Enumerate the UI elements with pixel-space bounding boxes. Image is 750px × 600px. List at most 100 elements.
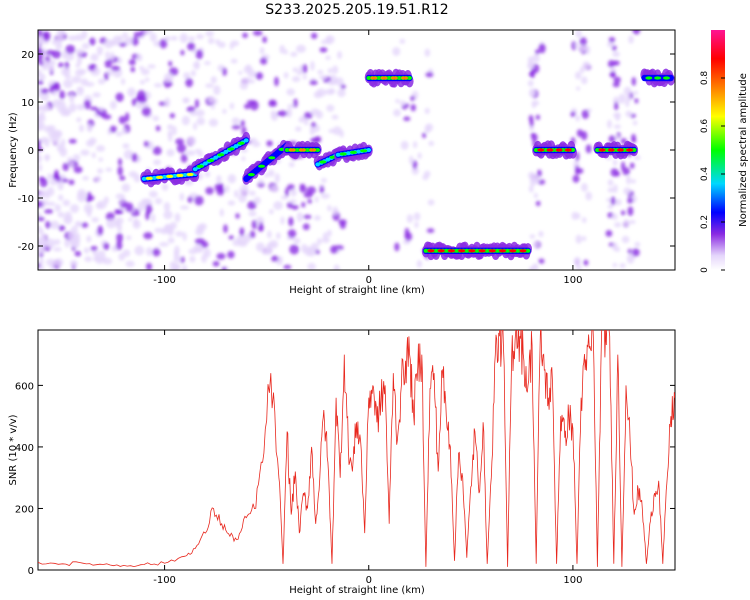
heatmap-noise-blob: [228, 235, 235, 240]
heatmap-noise-blob: [205, 186, 214, 195]
heatmap-noise-blob: [121, 128, 127, 135]
heatmap-noise-blob: [154, 197, 163, 205]
heatmap-noise-blob: [115, 92, 124, 102]
heatmap-noise-blob: [44, 209, 54, 214]
heatmap-noise-blob: [632, 30, 641, 35]
heatmap-noise-blob: [309, 127, 315, 136]
heatmap-noise-blob: [208, 95, 215, 104]
heatmap-noise-blob: [130, 66, 136, 73]
colorbar-gradient: [711, 30, 725, 270]
heatmap-noise-blob: [110, 65, 121, 72]
heatmap-noise-blob: [104, 72, 109, 81]
heatmap-noise-blob: [163, 210, 173, 220]
heatmap-marks: [38, 30, 675, 270]
heatmap-noise-blob: [208, 118, 219, 127]
heatmap-noise-blob: [38, 142, 42, 148]
heatmap-noise-blob: [123, 149, 134, 160]
heatmap-noise-blob: [629, 162, 635, 169]
heatmap-noise-blob: [605, 229, 613, 237]
heatmap-noise-blob: [623, 86, 632, 96]
heatmap-noise-blob: [203, 61, 211, 66]
heatmap-noise-blob: [248, 190, 256, 196]
heatmap-segment: [421, 241, 532, 261]
heatmap-noise-blob: [187, 42, 196, 51]
heatmap-noise-blob: [96, 250, 106, 258]
heatmap-noise-blob: [146, 247, 153, 256]
heatmap-noise-blob: [167, 132, 173, 142]
heatmap-noise-blob: [102, 257, 113, 265]
heatmap-noise-blob: [96, 145, 106, 152]
heatmap-noise-blob: [424, 48, 431, 57]
heatmap-noise-blob: [59, 90, 66, 100]
heatmap-noise-blob: [286, 201, 294, 209]
heatmap-noise-blob: [422, 132, 427, 139]
heatmap-noise-blob: [614, 134, 620, 140]
heatmap-noise-blob: [167, 124, 174, 130]
heatmap-noise-blob: [301, 201, 306, 208]
heatmap-noise-blob: [131, 152, 138, 162]
heatmap-noise-blob: [290, 51, 298, 57]
heatmap-noise-blob: [612, 159, 618, 166]
heatmap-noise-blob: [231, 124, 241, 130]
heatmap-noise-blob: [427, 199, 435, 206]
heatmap-noise-blob: [109, 100, 117, 110]
heatmap-noise-blob: [38, 115, 42, 125]
heatmap-noise-blob: [227, 200, 236, 206]
heatmap-noise-blob: [69, 260, 78, 267]
heatmap-noise-blob: [58, 225, 66, 232]
heatmap-noise-blob: [295, 126, 302, 132]
heatmap-noise-blob: [270, 184, 279, 193]
heatmap-noise-blob: [330, 245, 338, 254]
heatmap-noise-blob: [55, 42, 63, 50]
heatmap-noise-blob: [145, 204, 153, 215]
heatmap-noise-blob: [393, 109, 401, 117]
heatmap-noise-blob: [84, 256, 92, 262]
heatmap-noise-blob: [103, 242, 110, 251]
heatmap-noise-blob: [575, 30, 582, 39]
heatmap-noise-blob: [72, 242, 80, 249]
heatmap-noise-blob: [399, 100, 406, 106]
heatmap-segment: [593, 140, 639, 160]
heatmap-noise-blob: [95, 202, 103, 210]
heatmap-noise-blob: [291, 76, 301, 83]
heatmap-noise-blob: [179, 192, 185, 201]
heatmap-noise-blob: [64, 211, 72, 222]
heatmap-noise-blob: [51, 39, 57, 45]
heatmap-noise-blob: [528, 171, 536, 180]
heatmap-noise-blob: [585, 191, 593, 201]
heatmap-noise-blob: [286, 88, 295, 96]
heatmap-noise-blob: [170, 35, 178, 41]
heatmap-noise-blob: [239, 80, 249, 90]
heatmap-noise-blob: [128, 59, 136, 66]
heatmap-noise-blob: [47, 65, 55, 72]
heatmap-noise-blob: [530, 89, 536, 95]
heatmap-noise-blob: [582, 61, 591, 70]
heatmap-noise-blob: [163, 72, 174, 83]
heatmap-noise-blob: [38, 80, 44, 85]
heatmap-noise-blob: [125, 235, 132, 241]
heatmap-noise-blob: [201, 254, 207, 263]
heatmap-noise-blob: [86, 235, 92, 243]
heatmap-noise-blob: [266, 140, 273, 147]
heatmap-noise-blob: [623, 187, 632, 195]
heatmap-noise-blob: [223, 224, 228, 234]
heatmap-noise-blob: [422, 174, 429, 181]
heatmap-noise-blob: [607, 59, 615, 68]
heatmap-noise-blob: [537, 169, 542, 177]
heatmap-noise-blob: [171, 125, 177, 136]
heatmap-noise-blob: [126, 36, 134, 43]
heatmap-noise-blob: [230, 58, 238, 64]
heatmap-noise-blob: [610, 196, 616, 206]
snr-axes: -100 0 100 0 200 400 600: [15, 330, 675, 586]
heatmap-noise-blob: [580, 182, 588, 192]
heatmap-noise-blob: [607, 204, 614, 210]
heatmap-noise-blob: [258, 178, 264, 185]
heatmap-noise-blob: [69, 93, 75, 103]
heatmap-noise-blob: [47, 201, 56, 207]
heatmap-noise-blob: [143, 30, 153, 35]
heatmap-noise-blob: [110, 51, 115, 61]
heatmap-noise-blob: [144, 77, 150, 82]
heatmap-ytick-label: -20: [18, 242, 34, 253]
heatmap-noise-blob: [337, 51, 343, 60]
heatmap-noise-blob: [69, 161, 74, 167]
